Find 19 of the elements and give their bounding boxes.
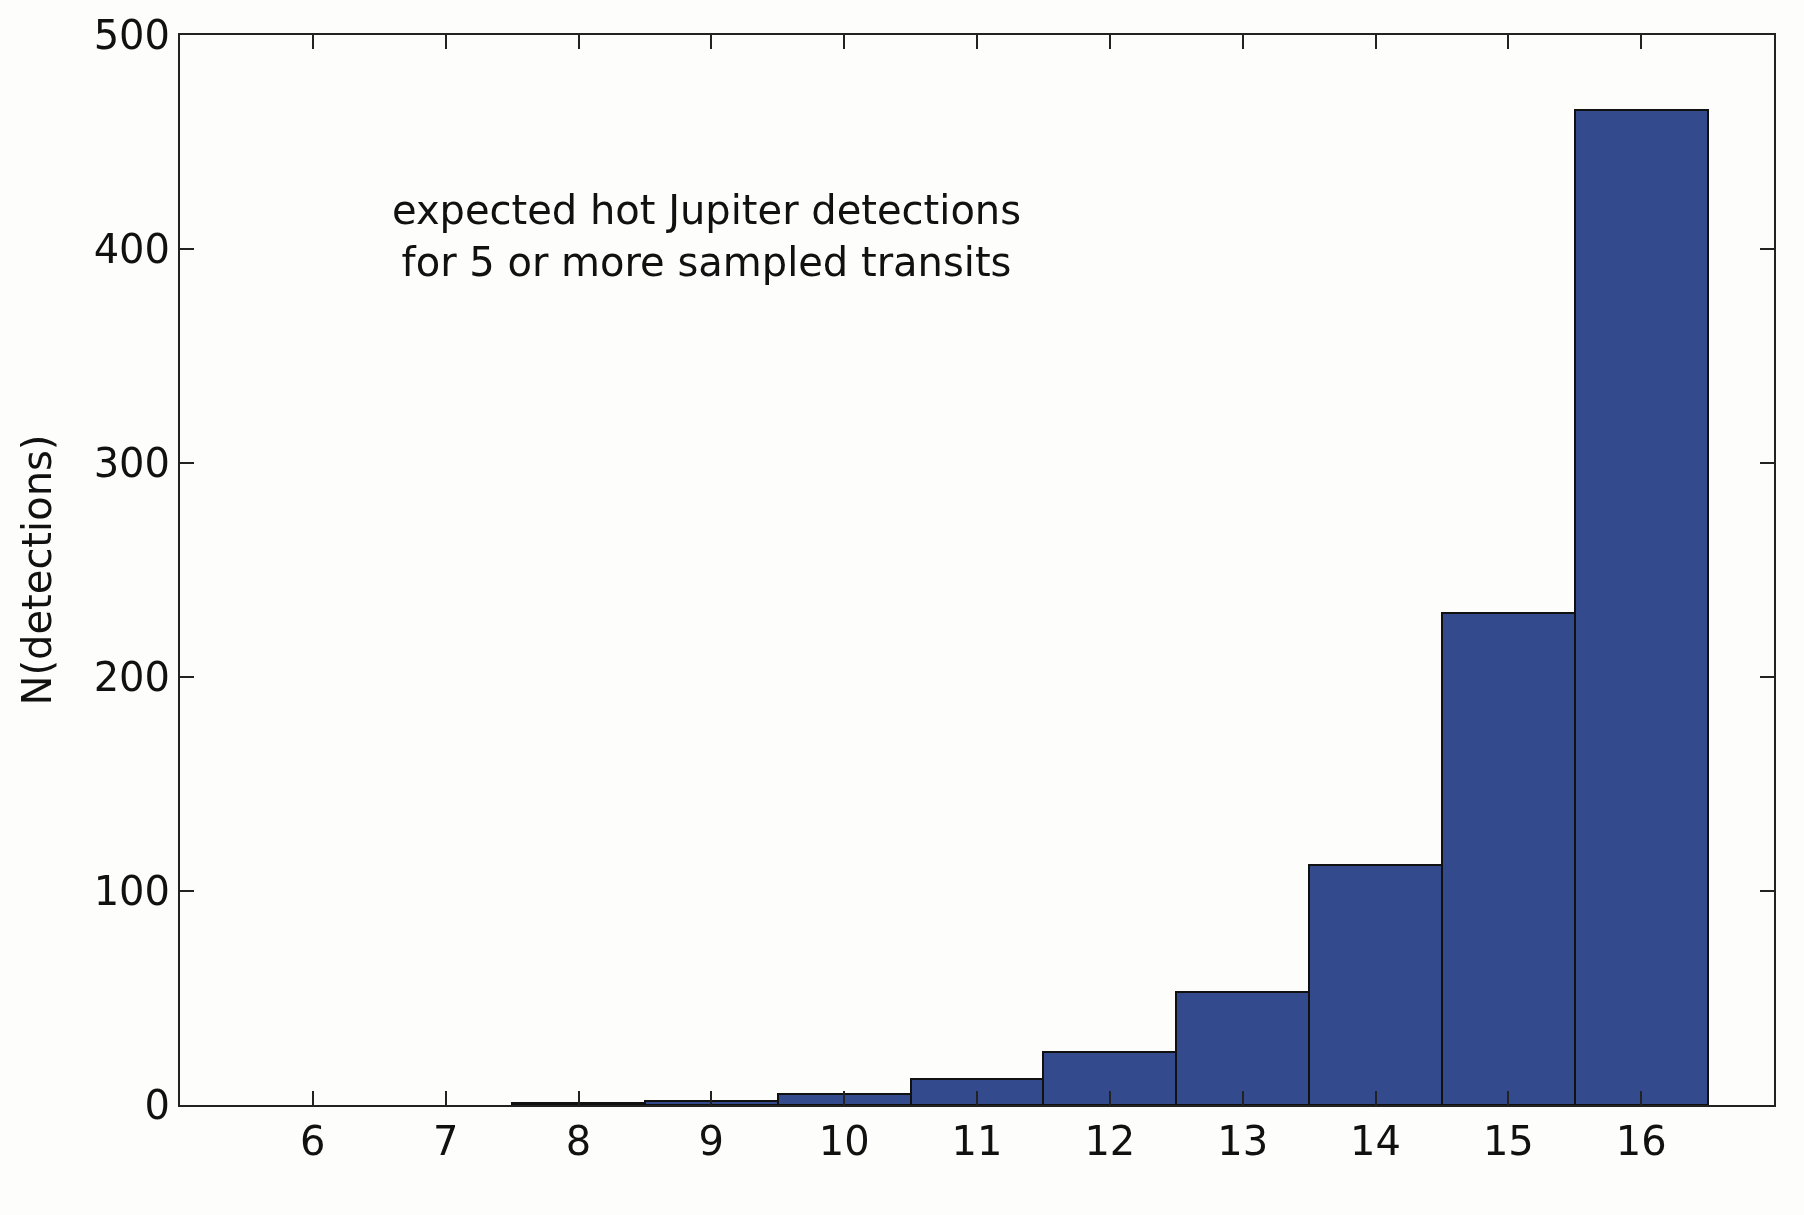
y-axis-title: N(detections) [13, 434, 60, 706]
x-tick-label: 8 [565, 1118, 592, 1164]
y-tick-label: 500 [93, 12, 170, 58]
x-tick-label: 12 [1084, 1118, 1136, 1164]
y-tick-label: 0 [144, 1082, 170, 1128]
x-tick-label: 16 [1615, 1118, 1667, 1164]
x-tick-label: 15 [1482, 1118, 1534, 1164]
x-tick-label: 14 [1350, 1118, 1401, 1164]
x-tick-label: 7 [432, 1118, 459, 1164]
x-tick-label: 9 [698, 1118, 725, 1164]
x-tick-label: 13 [1217, 1118, 1269, 1164]
y-tick-label: 200 [93, 654, 170, 700]
x-tick-label: 11 [951, 1118, 1003, 1164]
y-tick-label: 300 [93, 440, 170, 486]
x-tick-label: 10 [818, 1118, 870, 1164]
y-tick-label: 100 [93, 868, 170, 914]
y-tick-label: 400 [93, 226, 170, 272]
x-tick-label: 6 [300, 1118, 326, 1164]
annotation: expected hot Jupiter detections for 5 or more sampled transits [392, 187, 1022, 285]
